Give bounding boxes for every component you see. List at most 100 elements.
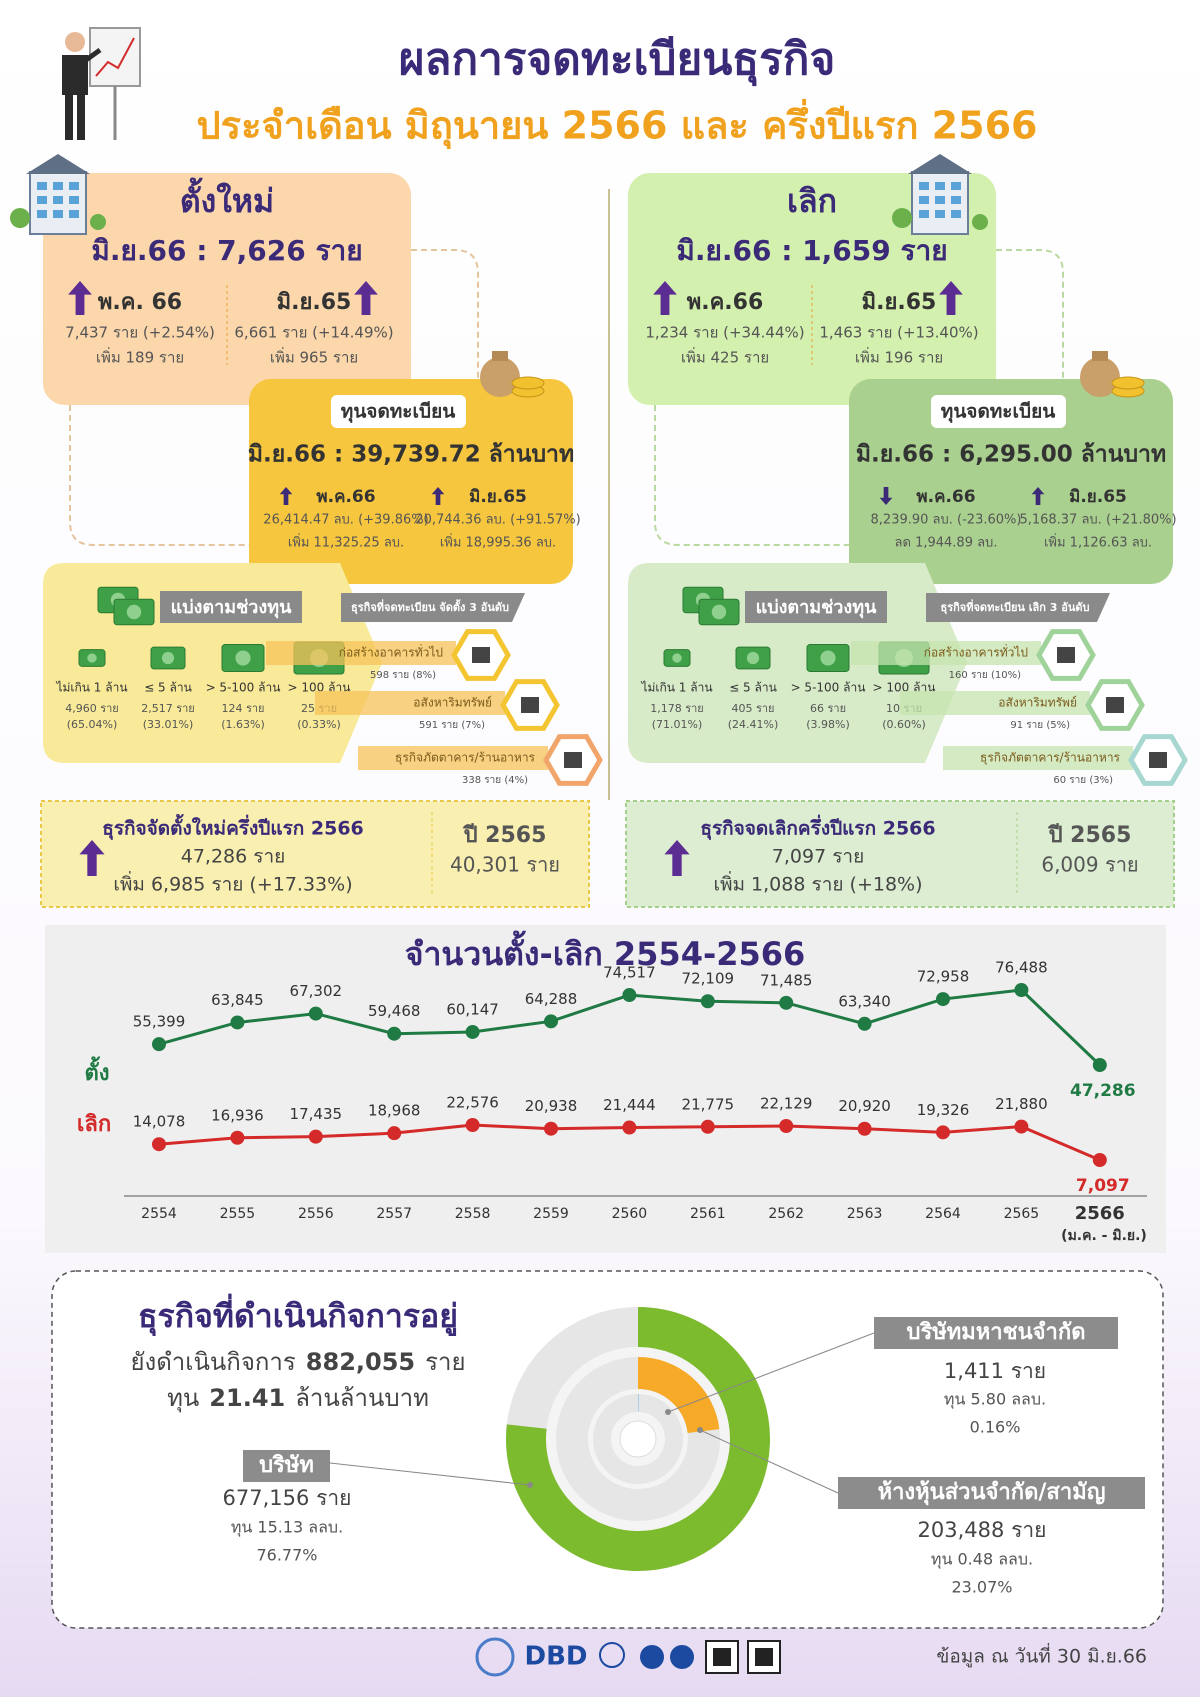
compare-label: มิ.ย.65: [277, 290, 352, 315]
x-tick-label: 2559: [533, 1206, 569, 1222]
building-icon: [919, 210, 929, 218]
compare-detail: 7,437 ราย (+2.54%): [65, 324, 215, 342]
qr-code: [755, 1648, 773, 1666]
half-prev-value: 40,301 ราย: [450, 853, 560, 877]
capital-tag: ทุนจดทะเบียน: [941, 401, 1055, 424]
data-label: 55,399: [133, 1013, 186, 1031]
top3-icon: [1057, 647, 1075, 663]
half-title: ธุรกิจจดเลิกครึ่งปีแรก 2566: [700, 815, 935, 841]
top3-name: ธุรกิจภัตตาคาร/ร้านอาหาร: [980, 751, 1121, 766]
range-label: ไม่เกิน 1 ล้าน: [55, 681, 127, 695]
panel-heading: ตั้งใหม่: [180, 177, 274, 220]
data-label: 14,078: [133, 1113, 186, 1131]
data-label: 21,880: [995, 1095, 1048, 1113]
capital-compare-detail: 5,168.37 ลบ. (+21.80%): [1019, 513, 1176, 528]
data-point: [936, 1125, 950, 1139]
data-point: [230, 1131, 244, 1145]
data-point: [309, 1130, 323, 1144]
coin-icon: [512, 377, 544, 389]
range-share: (33.01%): [143, 718, 194, 731]
half-prev-label: ปี 2565: [1047, 823, 1131, 848]
top3-name: ก่อสร้างอาคารทั่วไป: [924, 644, 1028, 660]
range-label: ≤ 5 ล้าน: [729, 681, 777, 695]
compare-label: มิ.ย.65: [862, 290, 937, 315]
building-icon: [37, 210, 47, 218]
data-label: 63,845: [211, 991, 264, 1009]
range-share: (1.63%): [221, 718, 265, 731]
data-point: [701, 1120, 715, 1134]
top3-count: 591 ราย (7%): [419, 720, 485, 731]
money-bag-icon: [1092, 351, 1108, 361]
top3-header: ธุรกิจที่จดทะเบียน จัดตั้ง 3 อันดับ: [351, 599, 509, 615]
segment-share: 0.16%: [970, 1418, 1021, 1437]
top3-name: อสังหาริมทรัพย์: [413, 696, 492, 710]
leader-dot: [665, 1409, 671, 1415]
x-tick-label: 2566: [1075, 1203, 1125, 1224]
range-count: 4,960 ราย: [65, 702, 119, 715]
range-label: > 5-100 ล้าน: [791, 681, 866, 695]
segment-capital: ทุน 0.48 ลลบ.: [931, 1550, 1033, 1570]
top3-count: 338 ราย (4%): [462, 775, 528, 786]
top3-icon: [1106, 697, 1124, 713]
data-label: 22,576: [446, 1094, 499, 1112]
building-icon: [37, 196, 47, 204]
top3-name: อสังหาริมทรัพย์: [998, 696, 1077, 710]
data-point: [779, 996, 793, 1010]
half-prev-value: 6,009 ราย: [1041, 853, 1138, 877]
segment-capital: ทุน 15.13 ลลบ.: [231, 1518, 343, 1538]
range-count: 1,178 ราย: [650, 702, 704, 715]
range-share: (0.33%): [297, 718, 341, 731]
segment-count: 203,488 ราย: [918, 1518, 1047, 1542]
banknote-icon: [235, 650, 250, 665]
data-point: [858, 1122, 872, 1136]
data-point: [544, 1014, 558, 1028]
x-tick-label: 2554: [141, 1206, 177, 1222]
data-point: [466, 1025, 480, 1039]
data-label: 19,326: [917, 1101, 970, 1119]
leader-dot: [527, 1482, 533, 1488]
data-label: 21,444: [603, 1096, 656, 1114]
data-label: 59,468: [368, 1002, 421, 1020]
compare-label: พ.ค. 66: [98, 290, 182, 315]
range-tag: แบ่งตามช่วงทุน: [756, 597, 877, 619]
tree-icon: [90, 214, 106, 230]
capital-compare-label: พ.ค.66: [916, 487, 975, 507]
segment-capital: ทุน 5.80 ลลบ.: [944, 1390, 1046, 1410]
capital-headline: มิ.ย.66 : 39,739.72 ล้านบาท: [248, 442, 574, 468]
building-icon: [935, 210, 945, 218]
compare-detail: 1,234 ราย (+34.44%): [645, 324, 804, 342]
building-icon: [919, 182, 929, 190]
capital-compare-detail: 20,744.36 ลบ. (+91.57%): [415, 513, 580, 528]
data-label: 64,288: [525, 990, 578, 1008]
legend-label: ตั้ง: [84, 1056, 109, 1086]
active-title: ธุรกิจที่ดำเนินกิจการอยู่: [138, 1293, 458, 1337]
data-point: [1014, 1120, 1028, 1134]
range-share: (3.98%): [806, 718, 850, 731]
half-value: 7,097 ราย: [772, 846, 864, 868]
data-label: 18,968: [368, 1102, 421, 1120]
segment-name: ห้างหุ้นส่วนจำกัด/สามัญ: [878, 1480, 1106, 1506]
building-icon: [951, 196, 961, 204]
data-label: 72,109: [682, 970, 735, 988]
building-icon: [53, 196, 63, 204]
panel-headline: มิ.ย.66 : 7,626 ราย: [91, 234, 362, 267]
range-share: (71.01%): [652, 718, 703, 731]
segment-share: 23.07%: [951, 1578, 1012, 1597]
capital-compare-detail: เพิ่ม 18,995.36 ลบ.: [440, 534, 556, 551]
data-point: [387, 1126, 401, 1140]
coin-icon: [1112, 377, 1144, 389]
data-point: [544, 1122, 558, 1136]
data-point: [936, 992, 950, 1006]
twitter-icon: [670, 1645, 694, 1669]
half-change: เพิ่ม 6,985 ราย (+17.33%): [113, 871, 352, 896]
range-count: 405 ราย: [731, 702, 774, 715]
range-share: (65.04%): [67, 718, 118, 731]
data-label: 67,302: [290, 982, 343, 1000]
half-change: เพิ่ม 1,088 ราย (+18%): [713, 871, 922, 896]
tree-icon: [972, 214, 988, 230]
data-point: [701, 994, 715, 1008]
source-note: ข้อมูล ณ วันที่ 30 มิ.ย.66: [936, 1643, 1147, 1668]
segment-name: บริษัท: [259, 1453, 314, 1478]
range-count: 66 ราย: [810, 702, 846, 715]
